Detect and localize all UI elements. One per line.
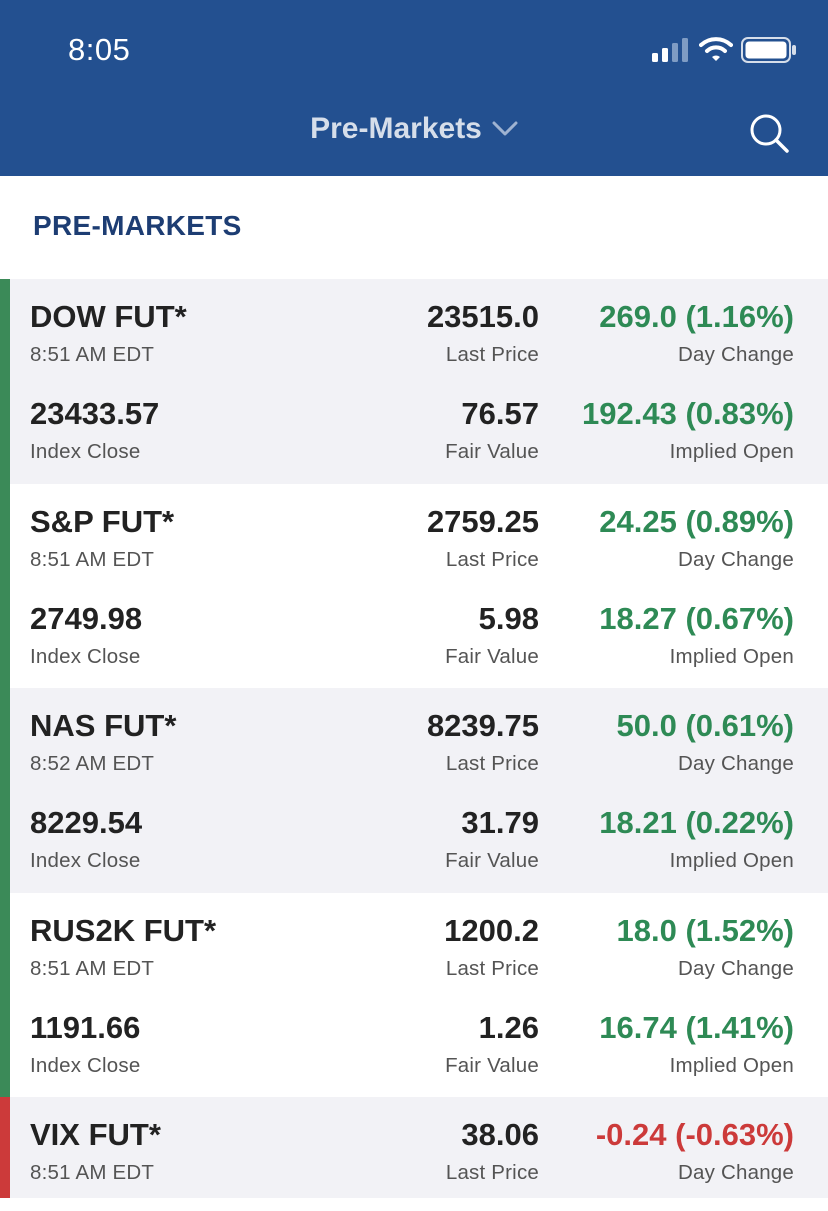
index-close-label: Index Close xyxy=(30,440,141,463)
implied-open-label: Implied Open xyxy=(669,1053,794,1077)
quote-name: NAS FUT* xyxy=(30,708,177,743)
quote-name: DOW FUT* xyxy=(30,299,187,334)
fair-value-value: 31.79 xyxy=(461,805,539,840)
fair-value-label: Fair Value xyxy=(445,849,539,872)
quote-row-vix[interactable]: VIX FUT* 8:51 AM EDT 38.06 Last Price -0… xyxy=(0,1097,828,1198)
quote-time: 8:51 AM EDT xyxy=(30,547,155,571)
implied-open-label: Implied Open xyxy=(669,440,794,463)
day-change-label: Day Change xyxy=(678,547,794,571)
last-price-label: Last Price xyxy=(445,956,539,980)
implied-open-label: Implied Open xyxy=(669,644,794,668)
implied-open-label: Implied Open xyxy=(669,849,794,872)
last-price-value: 8239.75 xyxy=(426,708,539,743)
last-price-value: 38.06 xyxy=(461,1117,539,1152)
section-title: PRE-MARKETS xyxy=(33,210,242,241)
fair-value-value: 1.26 xyxy=(478,1009,539,1045)
day-change-value: -0.24 (-0.63%) xyxy=(595,1117,794,1152)
day-change-label: Day Change xyxy=(678,343,794,366)
quote-time: 8:51 AM EDT xyxy=(30,343,155,366)
last-price-value: 1200.2 xyxy=(444,912,539,948)
day-change-value: 50.0 (0.61%) xyxy=(616,708,795,743)
index-close-label: Index Close xyxy=(30,644,141,668)
last-price-value: 23515.0 xyxy=(426,299,539,334)
quote-time: 8:51 AM EDT xyxy=(30,1161,155,1184)
index-close-value: 2749.98 xyxy=(30,600,143,636)
app-header: 8:05 Pre-Markets xyxy=(0,0,828,176)
quotes-list: DOW FUT* 8:51 AM EDT 23515.0 Last Price … xyxy=(0,279,828,1198)
market-selector-dropdown[interactable]: Pre-Markets xyxy=(310,112,518,146)
quote-name: S&P FUT* xyxy=(30,503,175,539)
battery-icon xyxy=(741,37,796,63)
fair-value-label: Fair Value xyxy=(445,644,539,668)
day-change-value: 269.0 (1.16%) xyxy=(599,299,794,334)
index-close-value: 23433.57 xyxy=(30,396,160,431)
index-close-label: Index Close xyxy=(30,849,141,872)
day-change-label: Day Change xyxy=(678,1161,794,1184)
implied-open-value: 18.27 (0.67%) xyxy=(599,600,794,636)
quote-time: 8:52 AM EDT xyxy=(30,752,155,775)
last-price-value: 2759.25 xyxy=(426,503,539,539)
day-change-label: Day Change xyxy=(678,752,794,775)
cellular-signal-icon xyxy=(652,38,688,62)
search-icon[interactable] xyxy=(748,112,790,154)
implied-open-value: 18.21 (0.22%) xyxy=(599,805,794,840)
quote-name: RUS2K FUT* xyxy=(30,912,217,948)
quote-row-rus2k[interactable]: RUS2K FUT* 8:51 AM EDT 1200.2 Last Price… xyxy=(0,892,828,1097)
last-price-label: Last Price xyxy=(445,547,539,571)
last-price-label: Last Price xyxy=(445,343,539,366)
last-price-label: Last Price xyxy=(445,1161,539,1184)
quote-row-sp[interactable]: S&P FUT* 8:51 AM EDT 2759.25 Last Price … xyxy=(0,483,828,688)
last-price-label: Last Price xyxy=(445,752,539,775)
day-change-value: 24.25 (0.89%) xyxy=(599,503,794,539)
quote-row-dow[interactable]: DOW FUT* 8:51 AM EDT 23515.0 Last Price … xyxy=(0,279,828,484)
day-change-value: 18.0 (1.52%) xyxy=(616,912,795,948)
day-change-label: Day Change xyxy=(678,956,794,980)
fair-value-value: 76.57 xyxy=(461,396,539,431)
wifi-icon xyxy=(699,37,733,61)
fair-value-label: Fair Value xyxy=(445,1053,539,1077)
chevron-down-icon xyxy=(492,121,518,136)
index-close-value: 1191.66 xyxy=(30,1009,141,1045)
implied-open-value: 192.43 (0.83%) xyxy=(582,396,794,431)
status-time: 8:05 xyxy=(68,32,131,67)
nav-title: Pre-Markets xyxy=(310,112,482,145)
quote-row-nas[interactable]: NAS FUT* 8:52 AM EDT 8239.75 Last Price … xyxy=(0,688,828,893)
implied-open-value: 16.74 (1.41%) xyxy=(599,1009,794,1045)
fair-value-label: Fair Value xyxy=(445,440,539,463)
quote-name: VIX FUT* xyxy=(30,1117,161,1152)
quote-time: 8:51 AM EDT xyxy=(30,956,155,980)
index-close-label: Index Close xyxy=(30,1053,141,1077)
index-close-value: 8229.54 xyxy=(30,805,143,840)
fair-value-value: 5.98 xyxy=(478,600,539,636)
